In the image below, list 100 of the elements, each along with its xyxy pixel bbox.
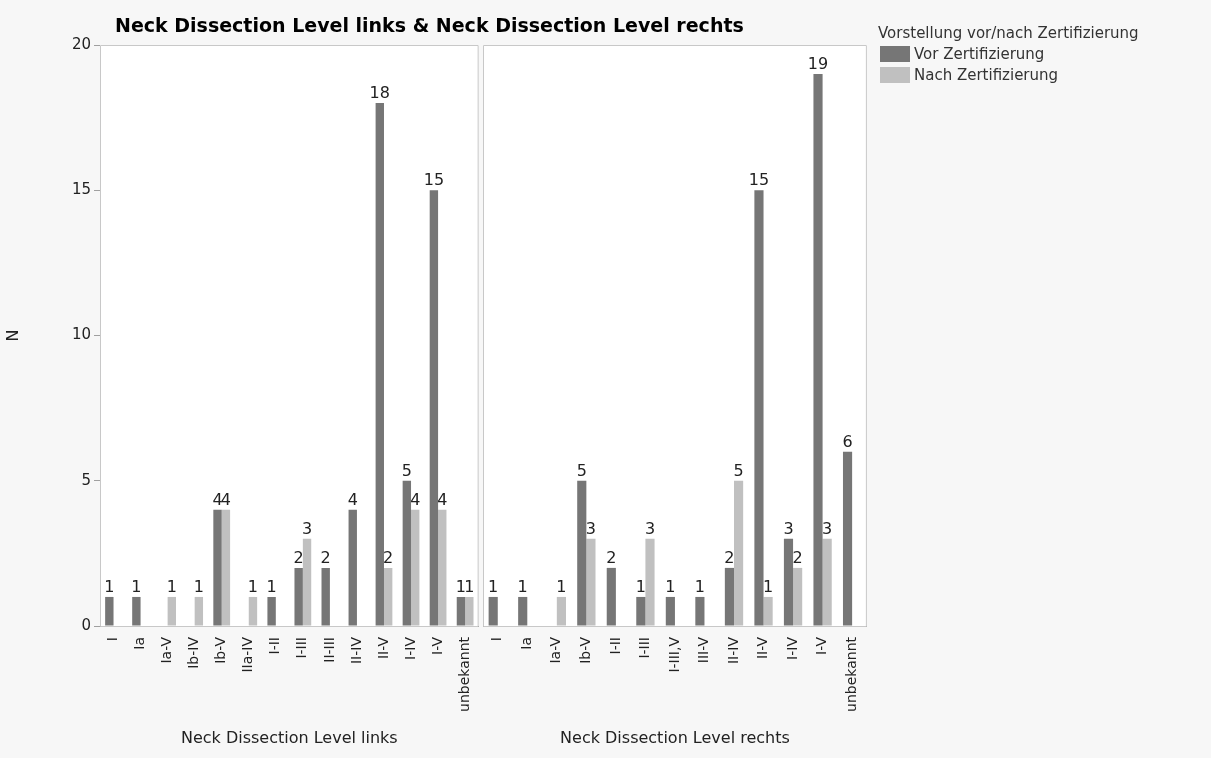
data-label: 1 (464, 577, 475, 597)
x-tick-label: IIa-IV (239, 636, 256, 673)
data-label: 4 (437, 489, 448, 509)
legend-label: Nach Zertifizierung (914, 66, 1059, 84)
data-label: 5 (576, 460, 587, 480)
bar (636, 596, 646, 626)
bar (783, 538, 794, 626)
x-tick-label: I-V (813, 636, 830, 655)
data-label: 19 (807, 54, 829, 74)
data-label: 1 (763, 577, 774, 597)
data-label: 1 (635, 577, 646, 597)
y-tick-label: 5 (81, 470, 91, 489)
x-tick-label: I-II (606, 637, 623, 655)
x-tick-label: II-IV (347, 636, 364, 665)
x-tick-label: I-IV (783, 636, 800, 660)
y-tick-label: 10 (71, 325, 91, 344)
x-tick-label: I-III (636, 637, 653, 659)
data-label: 3 (301, 519, 313, 539)
data-label: 2 (383, 548, 394, 568)
x-tick-label: I-V (428, 636, 445, 655)
bar (321, 567, 330, 626)
bar (724, 567, 734, 626)
data-label: 2 (724, 548, 735, 568)
data-label: 18 (369, 83, 390, 103)
y-axis-title: N (2, 329, 22, 342)
x-tick-label: unbekannt (842, 636, 859, 712)
data-label: 4 (410, 489, 421, 509)
data-label: 2 (320, 548, 331, 568)
y-tick-label: 20 (71, 34, 91, 53)
x-axis-title: Neck Dissection Level links (180, 727, 398, 747)
data-label: 4 (347, 489, 358, 509)
data-label: 1 (556, 577, 567, 597)
x-tick-label: Ib-V (212, 636, 229, 664)
data-label: 15 (423, 170, 445, 190)
x-tick-label: Ib-V (577, 636, 593, 664)
data-label: 1 (104, 577, 115, 597)
legend-title: Vorstellung vor/nach Zertifizierung (878, 24, 1139, 42)
data-label: 1 (131, 577, 142, 597)
x-tick-label: I-IV (401, 636, 418, 660)
data-label: 4 (220, 489, 231, 509)
data-label: 2 (792, 548, 803, 568)
bar (213, 509, 222, 626)
x-axis-title: Neck Dissection Level rechts (560, 727, 790, 747)
bar (429, 190, 439, 626)
data-label: 1 (193, 577, 204, 597)
bar (577, 480, 587, 626)
bar (695, 596, 705, 626)
data-label: 2 (293, 548, 304, 568)
bar (105, 596, 114, 626)
bar (606, 567, 616, 626)
data-label: 1 (517, 577, 528, 597)
data-label: 1 (247, 577, 259, 597)
x-tick-label: I-III (293, 637, 310, 659)
data-label: 6 (842, 431, 853, 451)
x-tick-label: Ib-IV (185, 636, 202, 669)
data-label: 3 (644, 519, 656, 539)
data-label: 3 (585, 519, 597, 539)
bar (375, 103, 384, 626)
bar (267, 596, 276, 626)
y-tick-label: 0 (81, 615, 91, 634)
x-tick-label: Ia (517, 637, 534, 650)
x-tick-label: III-V (695, 636, 712, 664)
x-tick-label: II-IV (724, 636, 741, 665)
bar (456, 596, 466, 626)
bar (813, 74, 823, 626)
legend-label: Vor Zertifizierung (914, 45, 1045, 63)
bar (665, 596, 675, 626)
x-tick-label: I (488, 637, 505, 642)
x-tick-label: I-III,V (665, 636, 682, 673)
bar (842, 451, 853, 626)
data-label: 1 (266, 577, 277, 597)
bar (402, 480, 412, 626)
bar (488, 596, 498, 626)
data-label: 4 (212, 489, 223, 509)
data-label: 15 (748, 170, 770, 190)
data-label: 3 (822, 519, 833, 539)
data-label: 1 (694, 577, 705, 597)
x-tick-label: unbekannt (455, 636, 472, 712)
x-tick-label: II-V (754, 636, 771, 660)
x-tick-label: Ia-V (547, 636, 564, 664)
bar (294, 567, 303, 626)
data-label: 2 (606, 548, 617, 568)
chart-title: Neck Dissection Level links & Neck Dissection Level rechts (115, 14, 744, 36)
x-tick-label: Ia (131, 637, 148, 650)
x-tick-label: I-II (266, 637, 283, 655)
data-label: 3 (783, 519, 794, 539)
x-tick-label: II-III (320, 637, 337, 663)
x-tick-label: II-V (374, 636, 391, 660)
x-tick-label: Ia-V (158, 636, 175, 664)
bar (348, 509, 357, 626)
data-label: 1 (665, 577, 676, 597)
x-tick-label: I (104, 637, 121, 642)
data-label: 1 (166, 577, 177, 597)
data-label: 5 (733, 460, 744, 480)
data-label: 1 (455, 577, 467, 597)
bar (518, 596, 528, 626)
data-label: 1 (488, 577, 499, 597)
bar (132, 596, 141, 626)
bar (754, 190, 764, 626)
data-label: 5 (401, 460, 412, 480)
